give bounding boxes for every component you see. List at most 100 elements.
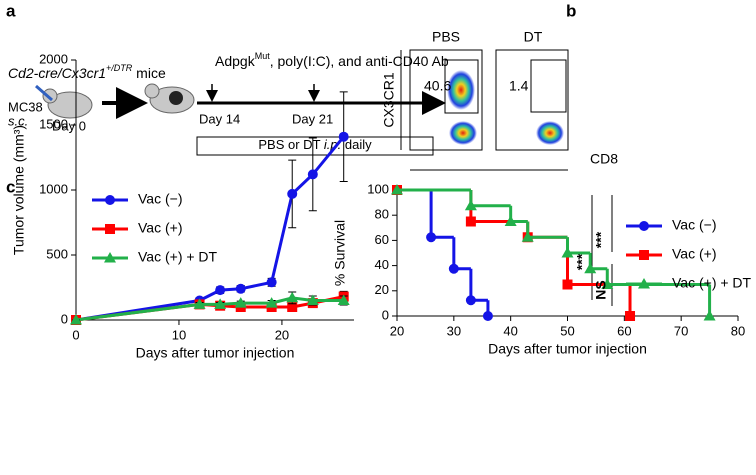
marker — [307, 169, 318, 180]
daily-label: PBS or DT i.p. daily — [258, 137, 372, 152]
daily-text: PBS or DT — [258, 137, 324, 152]
annotation: *** — [574, 253, 590, 270]
x-tick-label: 70 — [674, 323, 688, 338]
x-tick-label: 20 — [390, 323, 404, 338]
marker — [337, 294, 350, 305]
y-tick-label: 0 — [382, 307, 389, 322]
gate-value: 1.4 — [509, 78, 529, 94]
marker — [465, 295, 476, 306]
y-tick-label: 80 — [375, 207, 389, 222]
x-tick-label: 10 — [172, 327, 186, 342]
marker — [465, 216, 476, 227]
marker — [561, 247, 574, 258]
marker — [584, 262, 597, 274]
y-tick-label: 40 — [375, 257, 389, 272]
x-tick-label: 0 — [72, 327, 79, 342]
marker — [286, 291, 299, 303]
density — [447, 70, 475, 110]
legend-marker — [104, 252, 116, 263]
panel-label: a — [6, 1, 16, 20]
mice-label-sup: +/DTR — [106, 63, 133, 73]
mice-label-text: Cd2-cre/Cx3cr1 — [8, 65, 106, 81]
treatment-text: Adpgk — [215, 53, 256, 69]
y-tick-label: 20 — [375, 282, 389, 297]
y-axis-label: % Survival — [332, 220, 348, 286]
legend-label: Vac (+) — [672, 246, 716, 262]
gate — [444, 59, 479, 114]
x-tick-label: 20 — [275, 327, 289, 342]
density — [536, 121, 564, 145]
legend-label: Vac (+) + DT — [672, 275, 752, 291]
panel-label: b — [566, 1, 576, 20]
x-axis-label: Days after tumor injection — [488, 341, 647, 357]
legend-marker — [638, 278, 650, 289]
y-tick-label: 60 — [375, 232, 389, 247]
panel-label: c — [6, 177, 15, 196]
marker — [521, 231, 534, 242]
marker — [265, 297, 278, 308]
mice-label-suffix: mice — [132, 65, 166, 81]
marker — [426, 232, 437, 243]
x-tick-label: 30 — [447, 323, 461, 338]
y-tick-label: 500 — [46, 246, 68, 261]
legend-marker — [639, 221, 649, 231]
marker — [287, 302, 298, 312]
marker — [235, 283, 246, 294]
density — [449, 121, 477, 145]
day0-label: Day 0 — [52, 118, 86, 133]
marker — [482, 311, 493, 321]
mice-label: Cd2-cre/Cx3cr1+/DTR mice — [8, 63, 166, 80]
marker — [601, 278, 614, 289]
day14-label: Day 14 — [199, 111, 240, 126]
x-tick-label: 40 — [503, 323, 517, 338]
legend-marker — [639, 250, 649, 260]
y-tick-label: 1500 — [39, 116, 68, 131]
day21-label: Day 21 — [292, 111, 333, 126]
y-axis-label: Tumor volume (mm³) — [11, 125, 27, 255]
x-tick-label: 60 — [617, 323, 631, 338]
marker — [306, 294, 319, 305]
legend-label: Vac (+) + DT — [138, 249, 218, 265]
y-axis-label: CX3CR1 — [381, 72, 397, 127]
legend-label: Vac (−) — [672, 217, 716, 233]
treatment-suffix: , poly(I:C), and anti-CD40 Ab — [270, 53, 449, 69]
plot-title: PBS — [432, 29, 460, 45]
marker — [703, 310, 716, 321]
treatment-label: AdpgkMut, poly(I:C), and anti-CD40 Ab — [215, 51, 449, 68]
flow-plot — [409, 49, 483, 151]
daily-italic: i.p. — [324, 137, 341, 152]
daily-suffix: daily — [341, 137, 372, 152]
legend-marker — [105, 224, 115, 234]
y-tick-label: 2000 — [39, 51, 68, 66]
mouse-icon — [144, 83, 195, 114]
marker — [338, 131, 349, 142]
legend-marker — [105, 195, 115, 205]
gate — [530, 59, 567, 113]
mouse-icon — [35, 84, 93, 119]
marker — [625, 311, 636, 321]
marker — [214, 298, 227, 309]
x-tick-label: 80 — [731, 323, 745, 338]
marker — [215, 285, 226, 296]
marker — [448, 263, 459, 274]
marker — [464, 199, 477, 211]
legend-label: Vac (−) — [138, 191, 182, 207]
line — [75, 296, 344, 322]
marker — [391, 184, 403, 195]
marker — [562, 279, 573, 290]
annotation: NS — [593, 280, 609, 299]
flow-plot — [495, 49, 569, 151]
marker — [234, 297, 247, 308]
x-tick-label: 50 — [560, 323, 574, 338]
y-tick-label: 1000 — [39, 181, 68, 196]
marker — [70, 314, 82, 325]
tumor-label: MC38 — [8, 99, 43, 114]
x-axis-label: CD8 — [590, 151, 618, 167]
legend-label: Vac (+) — [138, 220, 182, 236]
marker — [287, 188, 298, 199]
y-tick-label: 100 — [367, 181, 389, 196]
x-axis-label: Days after tumor injection — [136, 345, 295, 361]
treatment-sup: Mut — [255, 51, 271, 61]
plot-title: DT — [524, 29, 543, 45]
